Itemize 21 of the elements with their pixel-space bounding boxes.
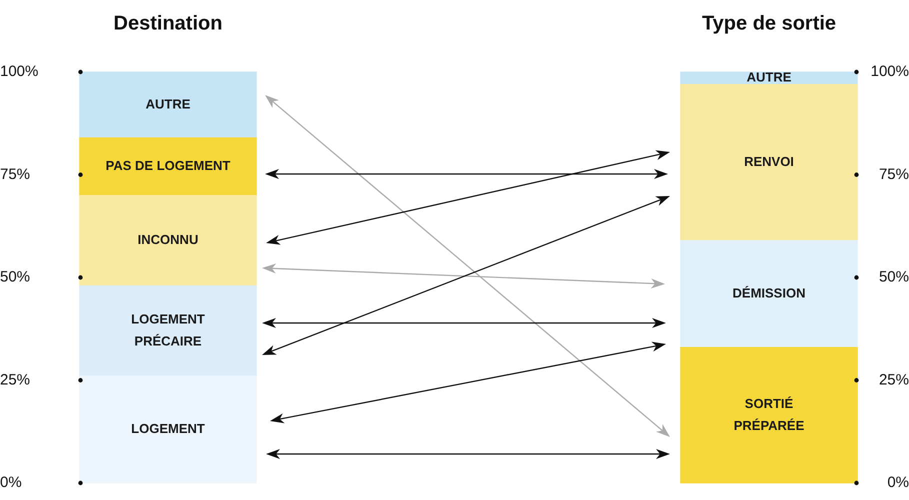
y2-tick-label: 100%	[870, 63, 909, 80]
series-label: PAS DE LOGEMENT	[106, 158, 230, 174]
series-label: SORTIÉ PRÉPARÉE	[734, 396, 805, 433]
y-tick-label: 25%	[0, 371, 30, 388]
series-label: AUTRE	[146, 96, 191, 112]
y-tick-label: 100%	[0, 63, 38, 80]
series-label: LOGEMENT	[131, 421, 205, 436]
series-label: RENVOI	[744, 154, 794, 169]
x-tick-label: Type de sortie	[702, 12, 836, 35]
y2-tick-label: 0%	[887, 474, 909, 492]
series-label: AUTRE	[746, 70, 792, 85]
series-label: DÉMISSION	[732, 286, 806, 301]
y2-tick-label: 25%	[878, 371, 909, 388]
y-tick-label: 75%	[0, 166, 30, 183]
y-tick-label: 0%	[0, 474, 22, 492]
y2-tick-label: 50%	[878, 268, 909, 286]
series-label: INCONNU	[138, 232, 198, 248]
x-tick-label: Destination	[114, 12, 222, 35]
y-tick-label: 50%	[0, 268, 30, 286]
y2-tick-label: 75%	[878, 166, 909, 183]
series-label: LOGEMENT PRÉCAIRE	[131, 312, 205, 349]
